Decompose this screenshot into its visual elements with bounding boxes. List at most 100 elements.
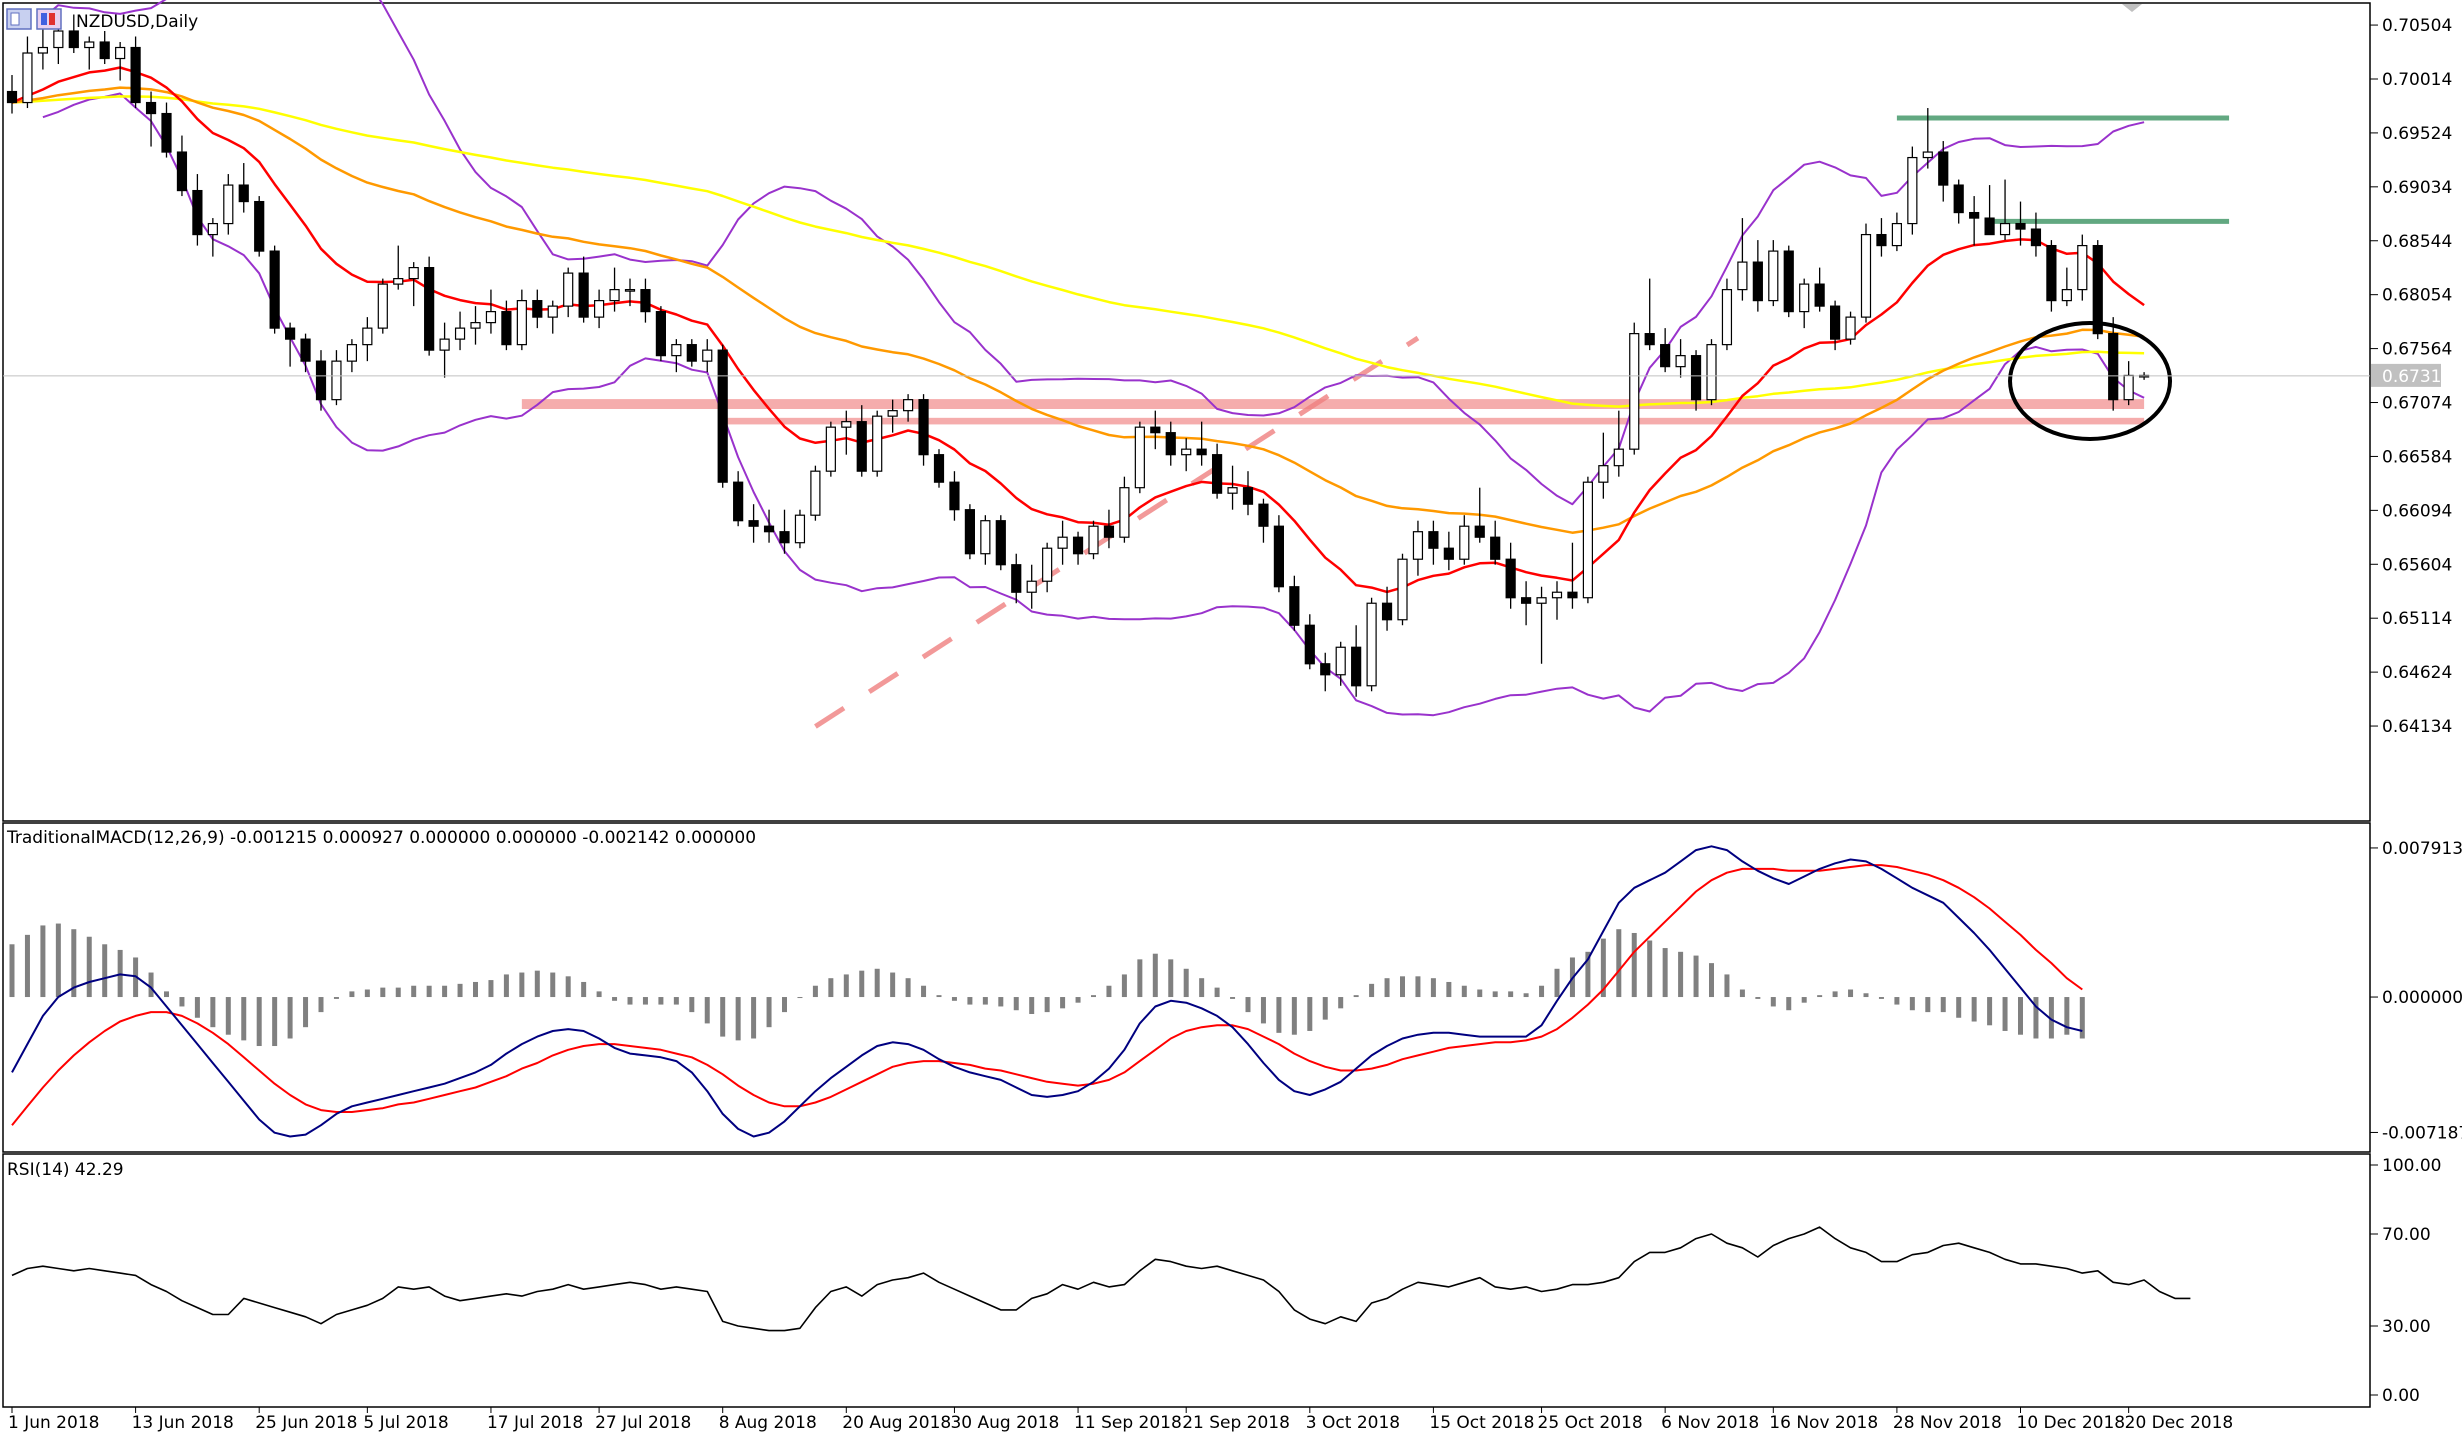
bear-candle-body [145,101,157,115]
macd-histogram-bar [426,985,432,998]
rsi-layer [11,1226,2191,1332]
bear-candle-body [1165,432,1176,456]
rsi-tick-label: 30.00 [2382,1317,2431,1337]
macd-histogram-bar [1183,968,1189,998]
bull-candle-body [2077,244,2088,291]
macd-histogram-bar [395,987,401,998]
candle [1134,421,1145,494]
macd-histogram-bar [550,972,556,998]
candle [1582,476,1594,604]
macd-histogram-bar [890,972,896,998]
bull-candle-body [408,267,419,280]
bear-candle-body [856,421,867,472]
bear-candle-body [1103,525,1115,538]
bull-candle-body [1119,487,1130,538]
macd-histogram-bar [55,923,61,998]
candle [1860,223,1872,323]
macd-histogram-bar [241,997,247,1041]
bull-candle-body [887,410,898,417]
macd-histogram-bar [1817,995,1823,998]
candle [1443,531,1454,571]
bear-candle-body [1443,547,1454,560]
macd-histogram-bar [1168,959,1174,998]
macd-histogram-bar [1832,991,1838,998]
candle [1165,421,1176,466]
bear-candle-body [300,338,311,362]
macd-histogram-bar [1152,953,1158,998]
macd-histogram-bar [1029,997,1035,1014]
bull-candle-body [1536,597,1547,604]
macd-histogram-bar [179,997,185,1007]
macd-histogram-bar [951,997,957,1001]
macd-histogram-bar [256,997,262,1047]
candle [980,515,991,565]
shift-marker-icon[interactable] [2122,4,2142,12]
candle [841,410,852,455]
bull-candle-body [1026,580,1037,593]
macd-histogram-bar [1230,997,1236,999]
candle [192,174,203,246]
candle [2108,317,2119,411]
macd-histogram-bar [2033,997,2039,1039]
macd-histogram-bar [1647,940,1653,998]
bear-candle-body [1011,564,1022,593]
candle [2030,212,2042,257]
price-tick-label: 0.65114 [2382,609,2452,629]
macd-histogram-bar [303,997,309,1028]
bull-candle-body [825,426,836,472]
candle [640,278,651,323]
bear-candle-body [1520,597,1532,604]
macd-histogram-bar [1801,997,1807,1003]
candle [161,102,172,158]
candle [1799,278,1810,329]
macd-histogram-bar [1214,987,1220,998]
macd-histogram-bar [1106,985,1112,998]
bear-candle-body [733,481,744,522]
bear-candle-body [1984,217,1995,236]
bear-candle-body [748,520,759,527]
macd-histogram-bar [1878,997,1884,999]
macd-histogram-bar [1662,948,1668,998]
window-close-icon[interactable] [36,8,62,30]
macd-histogram-bar [1260,997,1266,1024]
candle [1752,240,1763,312]
window-restore-icon[interactable] [6,8,32,30]
bull-candle-body [207,222,218,236]
price-tick-label: 0.66584 [2382,447,2452,467]
macd-histogram-bar [1291,997,1297,1035]
bear-candle-body [1969,211,1980,219]
candle [1613,410,1624,477]
macd-histogram-bar [1199,978,1205,998]
candle [99,31,110,65]
price-layer [3,0,2370,729]
macd-title: TraditionalMACD(12,26,9) -0.001215 0.000… [6,828,756,848]
macd-histogram-bar [534,970,540,998]
macd-histogram-bar [1415,976,1421,998]
macd-histogram-bar [287,997,293,1039]
macd-histogram-bar [164,991,169,998]
candle [2061,267,2072,307]
bear-candle-body [1320,663,1331,676]
candle [1675,339,1686,378]
macd-histogram-bar [642,997,648,1005]
candle [393,245,404,290]
macd-histogram-bar [488,980,494,998]
candle [1520,581,1532,626]
price-pane-frame [2,2,2371,822]
macd-histogram-bar [1863,993,1869,998]
macd-histogram-bar [24,934,30,998]
current-price-badge [2371,363,2441,387]
candle [68,14,79,54]
bull-candle-body [1598,465,1609,483]
bull-candle-body [1737,261,1748,291]
time-tick-label: 1 Jun 2018 [8,1413,99,1433]
symbol-title: NZDUSD,Daily [76,12,198,32]
macd-histogram-bar [1338,997,1344,1009]
candle [1042,542,1053,593]
macd-histogram-bar [874,968,880,998]
candle [1999,179,2011,241]
macd-histogram-bar [843,974,849,998]
macd-histogram-bar [2079,997,2085,1039]
